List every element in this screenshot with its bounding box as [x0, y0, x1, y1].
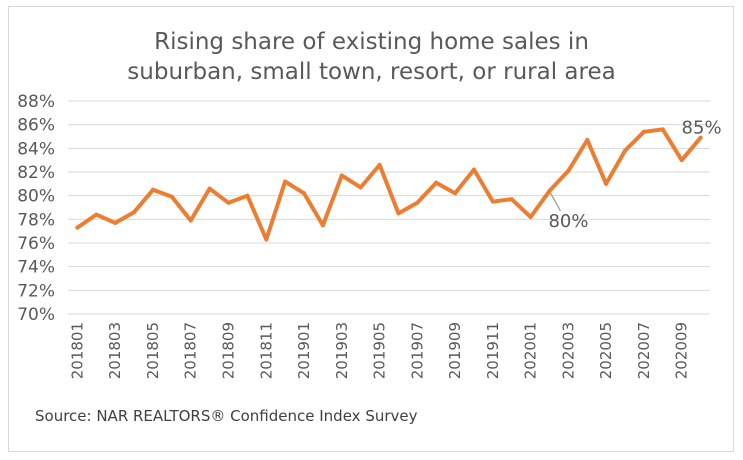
data-point: [320, 223, 325, 228]
x-tick-label: 201907: [408, 322, 426, 379]
data-point: [339, 173, 344, 178]
x-tick-label: 201901: [295, 322, 313, 379]
source-note: Source: NAR REALTORS® Confidence Index S…: [35, 407, 418, 425]
data-label: 80%: [548, 211, 588, 232]
chart-frame: [8, 6, 734, 452]
data-point: [471, 167, 476, 172]
data-point: [283, 179, 288, 184]
x-tick-label: 202007: [635, 322, 653, 379]
chart-title: Rising share of existing home sales in s…: [0, 27, 743, 87]
data-point: [207, 186, 212, 191]
x-tick-label: 202009: [673, 322, 691, 379]
y-axis-ticks: 70% 72% 74% 76% 78% 80% 82% 84% 86% 88%: [17, 92, 55, 325]
data-point: [396, 211, 401, 216]
data-point: [660, 127, 665, 132]
data-point: [415, 200, 420, 205]
series-line: [75, 127, 703, 242]
data-point: [150, 187, 155, 192]
x-tick-label: 201807: [182, 322, 200, 379]
data-point: [623, 148, 628, 153]
annotations-layer: 80% 85%: [548, 118, 721, 232]
x-axis-ticks: 201801 201803 201805 201807 201809 201811 2019…: [68, 322, 690, 379]
data-point: [245, 193, 250, 198]
y-tick-label: 72%: [17, 281, 55, 301]
y-tick-label: 80%: [17, 187, 55, 207]
data-label: 85%: [682, 118, 722, 139]
data-point: [358, 185, 363, 190]
x-tick-label: 201803: [106, 322, 124, 379]
series-layer: [75, 127, 703, 242]
y-tick-label: 70%: [17, 305, 55, 325]
y-tick-label: 86%: [17, 116, 55, 136]
x-tick-label: 201811: [257, 322, 275, 379]
data-point: [604, 181, 609, 186]
y-tick-label: 84%: [17, 139, 55, 159]
data-point: [434, 180, 439, 185]
x-tick-label: 201805: [144, 322, 162, 379]
data-point: [453, 191, 458, 196]
data-point: [490, 199, 495, 204]
x-tick-label: 202003: [559, 322, 577, 379]
gridlines: [68, 100, 710, 315]
data-point: [698, 135, 703, 140]
data-point: [679, 158, 684, 163]
data-point: [509, 197, 514, 202]
data-point: [169, 194, 174, 199]
annotation-leader-line: [549, 192, 562, 212]
x-tick-label: 201911: [484, 322, 502, 379]
y-tick-label: 74%: [17, 258, 55, 278]
x-tick-label: 201809: [220, 322, 238, 379]
x-tick-label: 201909: [446, 322, 464, 379]
data-point: [302, 191, 307, 196]
data-point: [264, 237, 269, 242]
data-point: [188, 218, 193, 223]
data-point: [132, 210, 137, 215]
data-point: [94, 212, 99, 217]
y-tick-label: 88%: [17, 92, 55, 112]
data-point: [75, 225, 80, 230]
data-point: [113, 220, 118, 225]
y-tick-label: 76%: [17, 234, 55, 254]
x-tick-label: 201801: [68, 322, 86, 379]
chart-title-line-2: suburban, small town, resort, or rural a…: [127, 59, 616, 85]
x-tick-label: 201905: [371, 322, 389, 379]
data-point: [585, 138, 590, 143]
data-point: [377, 162, 382, 167]
y-tick-label: 78%: [17, 210, 55, 230]
x-tick-label: 202005: [597, 322, 615, 379]
y-tick-label: 82%: [17, 163, 55, 183]
data-point: [528, 214, 533, 219]
chart-title-line-1: Rising share of existing home sales in: [154, 29, 589, 55]
x-tick-label: 201903: [333, 322, 351, 379]
data-point: [566, 168, 571, 173]
data-point: [226, 200, 231, 205]
x-tick-label: 202001: [522, 322, 540, 379]
data-point: [547, 188, 552, 193]
data-point: [641, 129, 646, 134]
